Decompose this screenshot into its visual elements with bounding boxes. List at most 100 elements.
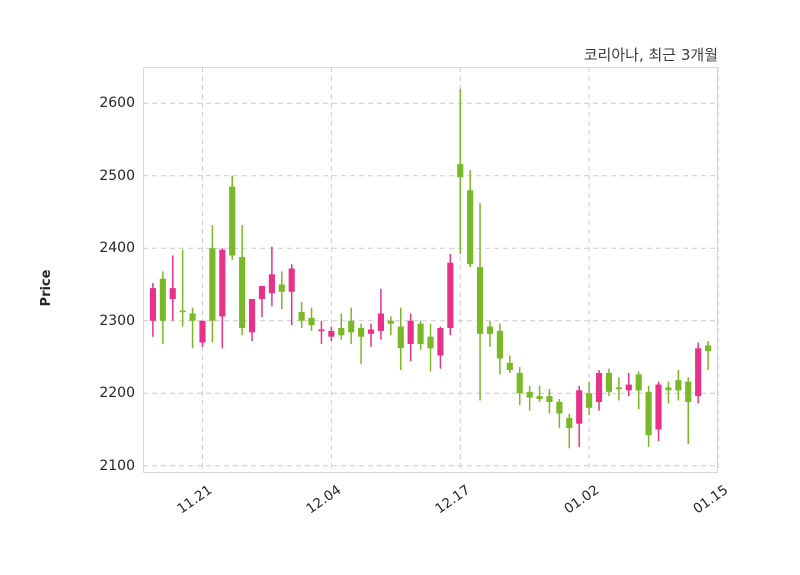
candle-body — [179, 310, 186, 313]
candlestick — [377, 288, 385, 340]
chart-title: 코리아나, 최근 3개월 — [583, 46, 718, 64]
candlestick — [516, 367, 523, 405]
candlestick — [268, 246, 275, 307]
candle-body — [605, 372, 613, 392]
candlestick — [685, 377, 692, 444]
candle-body — [496, 330, 503, 359]
candle-body — [397, 326, 404, 349]
candle-body — [367, 329, 375, 334]
candlestick — [605, 368, 613, 397]
candlestick — [258, 285, 266, 318]
y-tick-label: 2600 — [99, 95, 135, 112]
candlestick — [169, 255, 176, 321]
candlestick — [397, 307, 404, 371]
candle-body — [556, 401, 563, 414]
candlestick — [675, 370, 682, 401]
candle-body — [377, 313, 385, 331]
candlestick — [358, 323, 365, 365]
candle-body — [407, 320, 414, 344]
y-tick-label: 2100 — [99, 457, 135, 474]
candlestick — [655, 381, 662, 442]
candlestick — [427, 323, 434, 372]
candlestick — [338, 313, 345, 340]
candle-body — [566, 417, 573, 429]
candlestick — [665, 381, 672, 404]
candle-body — [308, 317, 315, 326]
candlestick — [486, 320, 494, 347]
candlestick — [595, 370, 603, 411]
candlestick — [506, 355, 513, 373]
candle-body — [546, 396, 553, 402]
candlestick — [546, 388, 553, 414]
candlestick — [576, 386, 583, 447]
candlestick — [367, 323, 375, 347]
candle-body — [229, 186, 236, 256]
candle-body — [655, 384, 662, 430]
candlestick — [536, 386, 543, 402]
candlestick — [447, 254, 454, 336]
candle-body — [159, 278, 166, 321]
candle-body — [278, 284, 285, 292]
candle-body — [189, 313, 196, 321]
candlestick — [556, 399, 563, 429]
candlestick — [239, 225, 246, 336]
candlestick — [625, 372, 632, 397]
candlestick — [645, 386, 652, 447]
candlestick — [298, 301, 305, 328]
candle-body — [695, 348, 702, 397]
candle-body — [645, 391, 652, 436]
candle-body — [338, 328, 345, 336]
candle-body — [576, 390, 583, 424]
candlestick — [695, 342, 702, 404]
candle-body — [595, 372, 603, 402]
candlestick — [189, 307, 196, 349]
candlestick — [615, 377, 622, 401]
candle-body — [586, 393, 593, 408]
plot-area-border — [143, 67, 718, 473]
y-tick-label: 2400 — [99, 240, 135, 257]
candlestick — [457, 88, 464, 255]
candle-body — [149, 288, 156, 321]
candle-body — [615, 387, 622, 390]
candle-body — [635, 374, 642, 391]
y-tick-label: 2300 — [99, 312, 135, 329]
candle-body — [169, 288, 176, 299]
candlestick — [149, 283, 156, 337]
candle-body — [536, 396, 543, 400]
candlestick — [586, 381, 593, 415]
candle-body — [516, 372, 523, 394]
candle-body — [506, 362, 513, 371]
candle-body — [248, 299, 256, 333]
candle-body — [427, 336, 434, 349]
candlestick — [417, 320, 424, 350]
candle-body — [387, 320, 394, 324]
candle-body — [417, 323, 424, 344]
candlestick — [248, 299, 256, 342]
candle-body — [457, 164, 464, 178]
candle-body — [665, 387, 672, 391]
candle-body — [675, 380, 682, 391]
candlestick — [209, 225, 216, 343]
candle-body — [526, 391, 533, 398]
candle-body — [318, 329, 325, 332]
y-axis-tick-labels: 2100 2200 2300 2400 2500 2600 — [0, 0, 143, 575]
candlestick — [308, 307, 315, 331]
candle-body — [705, 345, 712, 352]
candle-body — [437, 328, 444, 356]
candlestick — [278, 271, 285, 310]
candle-body — [199, 320, 206, 343]
candlestick — [437, 326, 444, 369]
candle-body — [476, 267, 484, 334]
candlestick — [566, 413, 573, 449]
candlestick — [318, 320, 325, 344]
candle-body — [239, 256, 246, 328]
candlestick — [705, 341, 712, 371]
candlestick — [219, 248, 226, 349]
candle-body — [219, 249, 226, 317]
candlestick — [467, 169, 474, 268]
candlestick — [199, 320, 206, 347]
candlestick — [387, 316, 394, 336]
candle-body — [685, 381, 692, 402]
